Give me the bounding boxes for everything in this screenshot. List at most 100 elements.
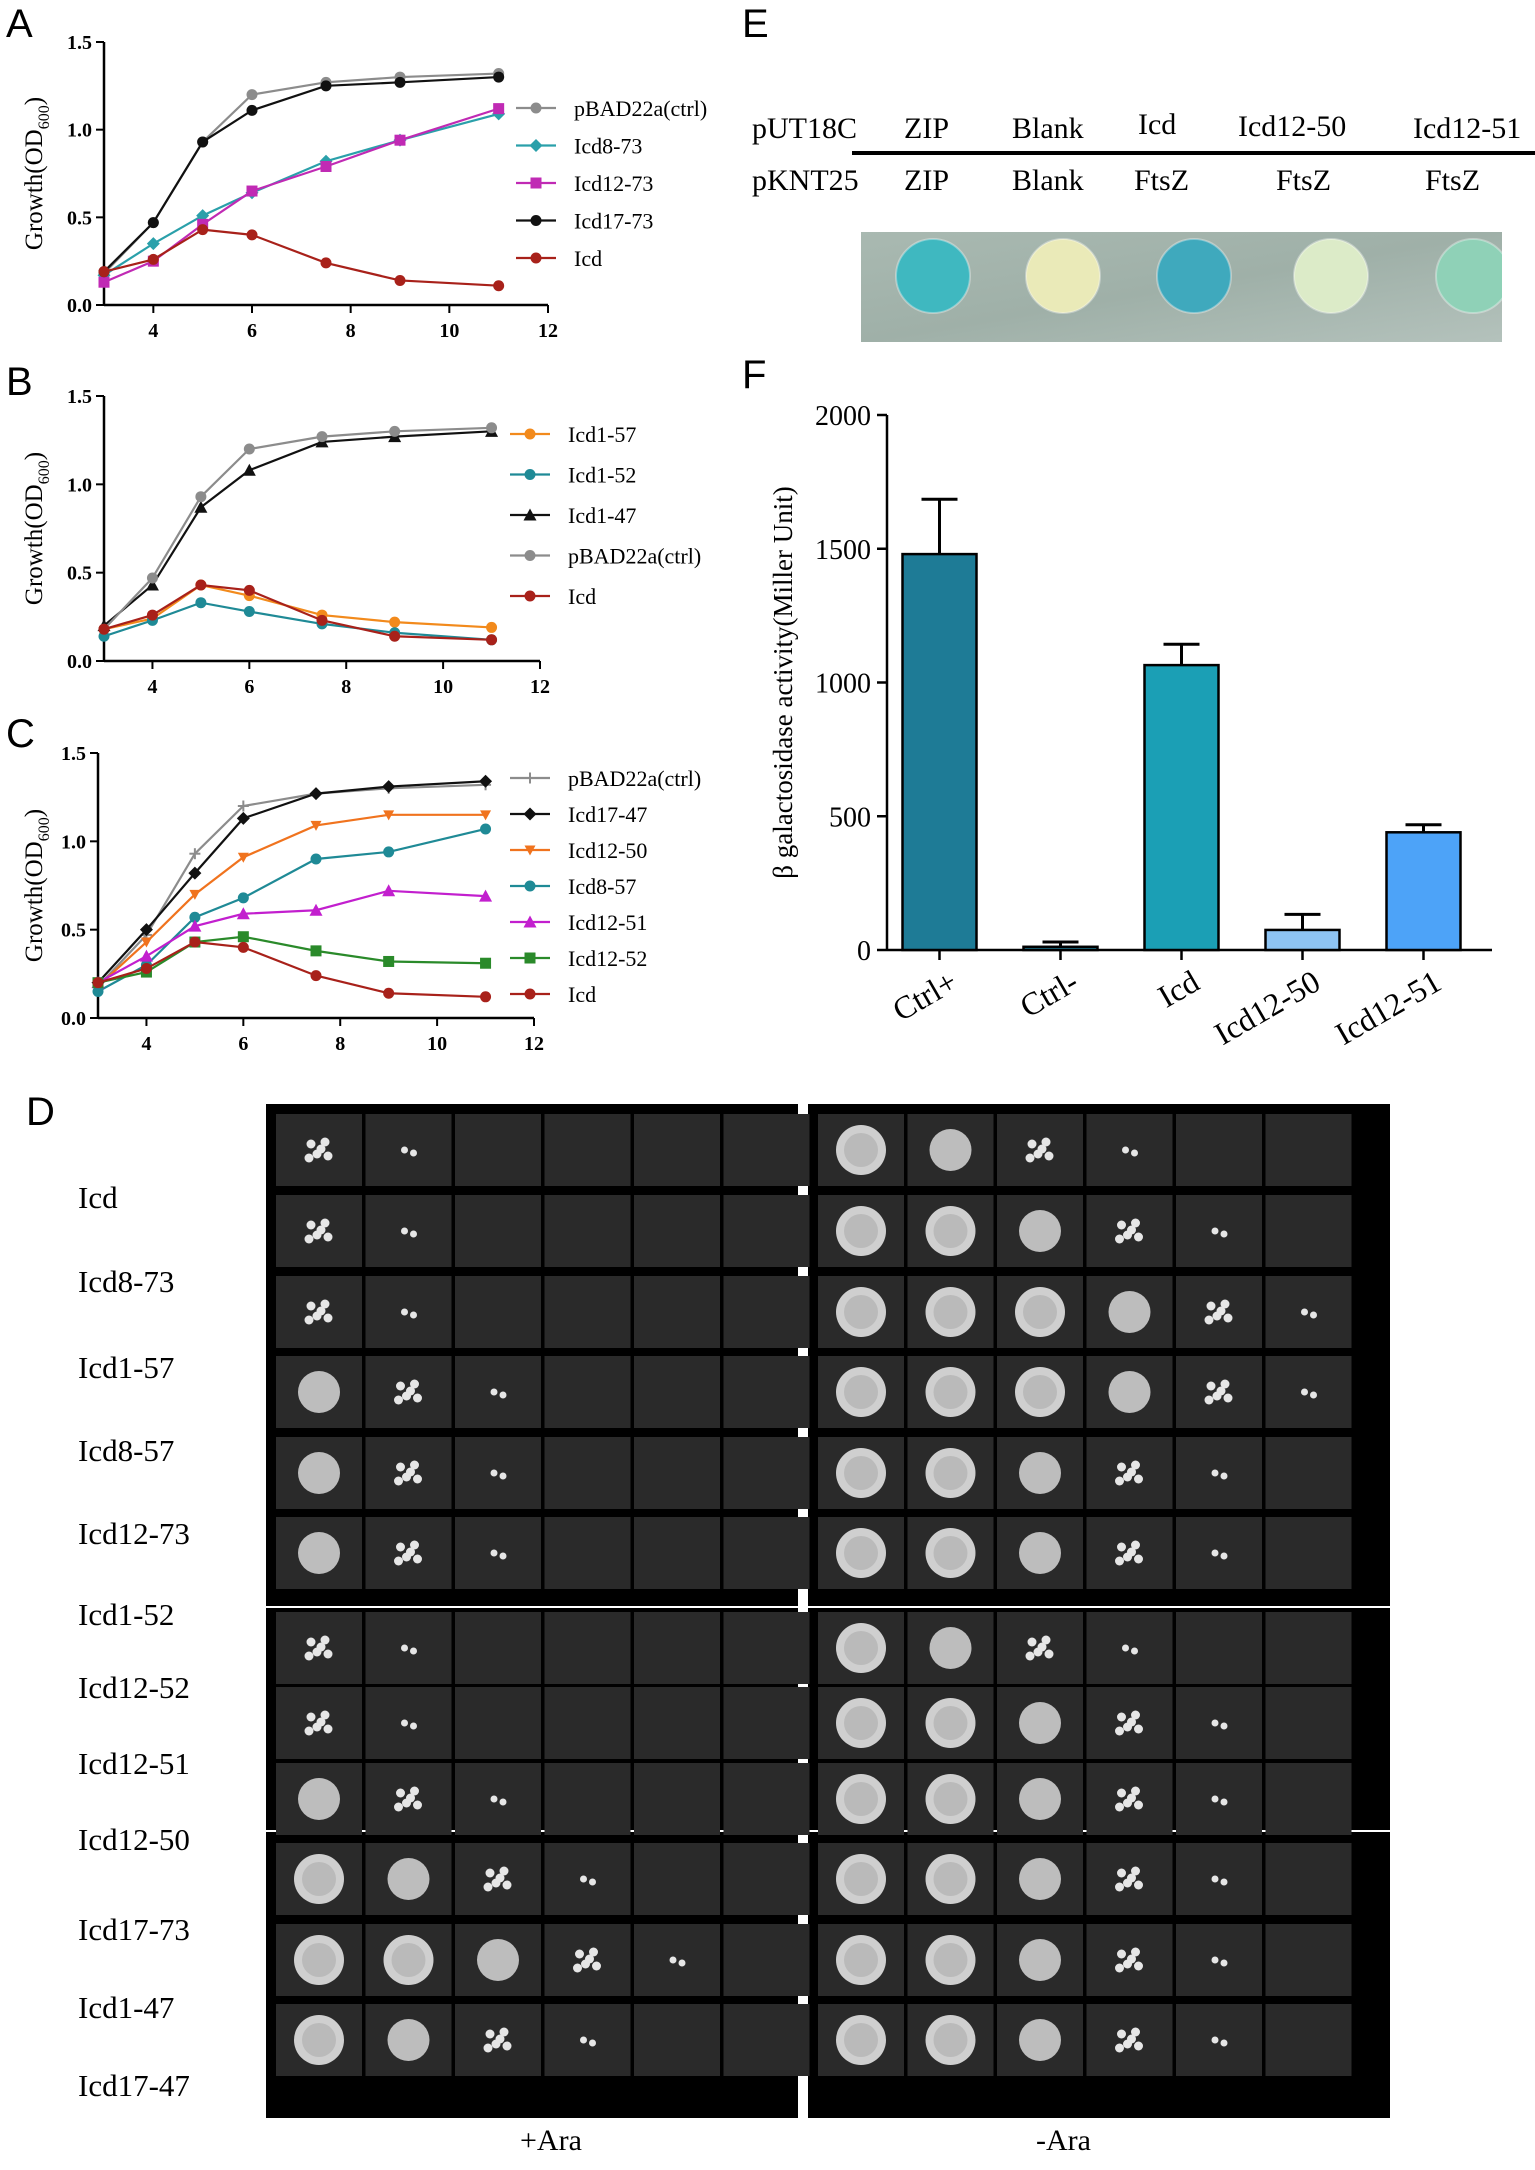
series-line — [103, 72, 499, 275]
data-point — [493, 280, 505, 292]
colony-cluster — [580, 2036, 596, 2047]
plate-cell — [1086, 1612, 1173, 1684]
y-tick-label: 1500 — [815, 535, 871, 566]
data-point — [383, 810, 395, 821]
panel-letter-f: F — [742, 353, 767, 397]
data-point — [389, 425, 401, 437]
data-point — [189, 911, 201, 923]
y-tick-label: 1.0 — [67, 474, 92, 496]
plate-cell — [1265, 1843, 1352, 1915]
series-line — [103, 107, 500, 284]
plate-cell — [1176, 1114, 1262, 1186]
e-spot-4 — [1293, 238, 1369, 314]
colony-cluster — [401, 1308, 417, 1319]
legend-marker — [530, 102, 542, 114]
legend-label: pBAD22a(ctrl) — [568, 766, 701, 791]
data-point — [189, 889, 201, 900]
e-row2-blank: Blank — [1012, 164, 1084, 197]
legend-entry: Icd8-57 — [510, 874, 636, 899]
colony-cluster — [304, 1299, 333, 1325]
colony-cluster — [401, 1146, 417, 1157]
row-label-Icd8-73: Icd8-73 — [78, 1264, 175, 1299]
data-point — [320, 160, 332, 172]
legend-marker — [524, 988, 536, 1000]
x-tick-label: 6 — [244, 676, 254, 698]
colony-spot-core — [391, 1943, 426, 1977]
colony-cluster — [394, 1460, 422, 1486]
bar — [1022, 945, 1099, 952]
legend-label: Icd12-52 — [568, 946, 647, 971]
legend-entry: Icd12-73 — [516, 171, 653, 196]
data-point — [320, 257, 332, 269]
plate-cell — [365, 1276, 452, 1348]
data-point — [310, 820, 322, 831]
colony-cluster — [669, 1956, 686, 1967]
colony-spot-core — [302, 2023, 336, 2057]
plate-cell — [1176, 1924, 1262, 1996]
data-point — [98, 276, 110, 288]
e-row2-ftsz-1: FtsZ — [1134, 164, 1190, 197]
row-label-Icd8-57: Icd8-57 — [78, 1433, 175, 1468]
colony-spot-core — [1023, 1375, 1057, 1409]
colony-spot — [1019, 1778, 1061, 1820]
bar-group-Icd12-51: Icd12-51 — [1329, 823, 1462, 1052]
data-point — [480, 823, 492, 835]
legend-label: pBAD22a(ctrl) — [568, 544, 701, 569]
colony-cluster — [1122, 1146, 1138, 1157]
y-tick-label: 0.0 — [61, 1008, 86, 1030]
e-row1-icd: Icd — [1138, 108, 1177, 141]
x-tick-label: 4 — [148, 320, 158, 340]
e-row1-label: pUT18C — [752, 112, 857, 145]
colony-spot-core — [933, 2023, 968, 2057]
legend-label: Icd8-73 — [574, 134, 642, 159]
y-tick-label: 0.0 — [67, 295, 92, 317]
colony-spot-core — [933, 1214, 968, 1248]
plate-cell — [365, 1612, 452, 1684]
e-row2-label: pKNT25 — [752, 164, 859, 197]
plate-cell — [455, 1356, 541, 1428]
y-tick-label: 500 — [829, 802, 871, 833]
e-spot-3 — [1156, 238, 1232, 314]
row-label-Icd: Icd — [78, 1180, 118, 1215]
plate-cell — [544, 1687, 631, 1759]
colony-spot-core — [844, 1133, 878, 1167]
axes: 4 6 8 10 12 0.0 0.5 1.0 1.5 — [61, 743, 544, 1055]
legend-label: Icd — [568, 982, 596, 1007]
colony-spot — [387, 2019, 430, 2061]
series-Icd — [98, 579, 498, 646]
colony-cluster — [1211, 1469, 1228, 1480]
data-point — [480, 991, 492, 1003]
row-label-Icd1-47: Icd1-47 — [78, 1990, 175, 2025]
legend-entry: Icd12-51 — [510, 910, 647, 935]
colony-cluster — [1115, 1218, 1143, 1244]
plate-cell — [544, 1612, 631, 1684]
x-tick-label: 12 — [538, 320, 558, 340]
data-point — [246, 104, 258, 116]
plate-cell — [1176, 1763, 1262, 1835]
bar-group-Icd12-50: Icd12-50 — [1208, 912, 1341, 1052]
colony-cluster — [304, 1635, 333, 1661]
x-tick-label: Icd — [1152, 963, 1205, 1015]
data-point — [236, 907, 250, 920]
growth-chart-b: 4 6 8 10 12 0.0 0.5 1.0 1.5 Growth(OD600) Icd1-57 I… — [21, 386, 701, 698]
series-line — [103, 426, 492, 630]
legend-label: Icd — [574, 246, 602, 271]
plate-cell — [1265, 1924, 1352, 1996]
data-point — [389, 616, 401, 628]
colony-spot-core — [933, 1456, 968, 1490]
legend-label: Icd1-57 — [568, 422, 636, 447]
series-Icd17-47 — [91, 774, 493, 990]
data-point — [189, 848, 201, 860]
data-point — [237, 800, 249, 812]
plate-cell — [723, 1763, 810, 1835]
y-tick-label: 0.0 — [67, 651, 92, 673]
colony-cluster — [573, 1947, 601, 1973]
plate-cell — [1265, 1356, 1352, 1428]
e-row1-icd12-50: Icd12-50 — [1238, 110, 1347, 143]
beta-gal-bar-chart: 0 500 1000 1500 2000 β galactosidase activity… — [768, 401, 1492, 1052]
plate-cell — [634, 1612, 720, 1684]
data-point — [316, 431, 328, 443]
colony-cluster — [1115, 1866, 1143, 1892]
colony-cluster — [304, 1137, 333, 1163]
data-point — [194, 500, 208, 513]
